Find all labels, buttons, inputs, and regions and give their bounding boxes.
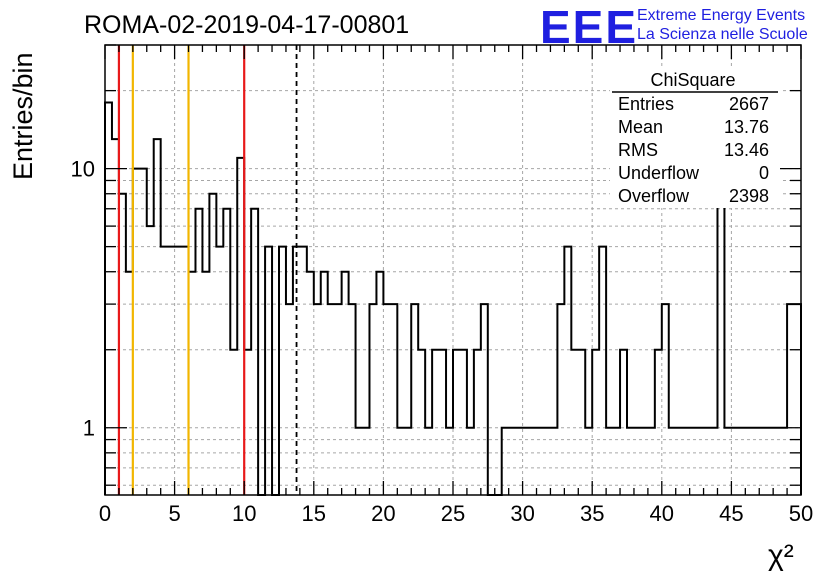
stats-row-label: Overflow (618, 186, 690, 206)
eee-logo: EEE Extreme Energy Events La Scienza nel… (540, 1, 808, 53)
x-tick-label: 5 (168, 501, 180, 526)
histogram-outline (104, 101, 802, 496)
eee-logo-line1: Extreme Energy Events (637, 7, 805, 24)
stats-box: ChiSquare Entries 2667 Mean 13.76 RMS 13.46 Un… (610, 66, 780, 208)
axis-ticks: 0 5 10 15 20 25 30 35 40 45 50 1 10 (71, 44, 813, 526)
x-tick-label: 20 (371, 501, 395, 526)
stats-row-label: Underflow (618, 163, 700, 183)
x-tick-label: 40 (650, 501, 674, 526)
histogram-bars (104, 101, 802, 496)
run-title: ROMA-02-2019-04-17-00801 (84, 11, 409, 39)
x-tick-label: 50 (789, 501, 813, 526)
stats-row-label: Entries (618, 94, 674, 114)
stats-row-label: RMS (618, 140, 658, 160)
eee-logo-line2: La Scienza nelle Scuole (637, 26, 808, 43)
stats-row-value: 13.46 (724, 140, 769, 160)
x-tick-label: 45 (719, 501, 743, 526)
y-tick-label: 1 (83, 416, 95, 441)
x-axis-label: χ² (768, 539, 794, 572)
stats-row-value: 2398 (729, 186, 769, 206)
y-axis-label: Entries/bin (8, 52, 38, 180)
x-tick-label: 25 (441, 501, 465, 526)
stats-row-label: Mean (618, 117, 663, 137)
stats-row-value: 13.76 (724, 117, 769, 137)
stats-box-bg (610, 66, 780, 208)
cut-lines (117, 45, 298, 495)
x-tick-label: 30 (510, 501, 534, 526)
x-tick-label: 0 (99, 501, 111, 526)
x-tick-label: 15 (302, 501, 326, 526)
x-tick-label: 35 (580, 501, 604, 526)
stats-row-value: 0 (759, 163, 769, 183)
stats-row-value: 2667 (729, 94, 769, 114)
stats-title: ChiSquare (650, 70, 735, 90)
y-tick-label: 10 (71, 157, 95, 182)
x-tick-label: 10 (232, 501, 256, 526)
